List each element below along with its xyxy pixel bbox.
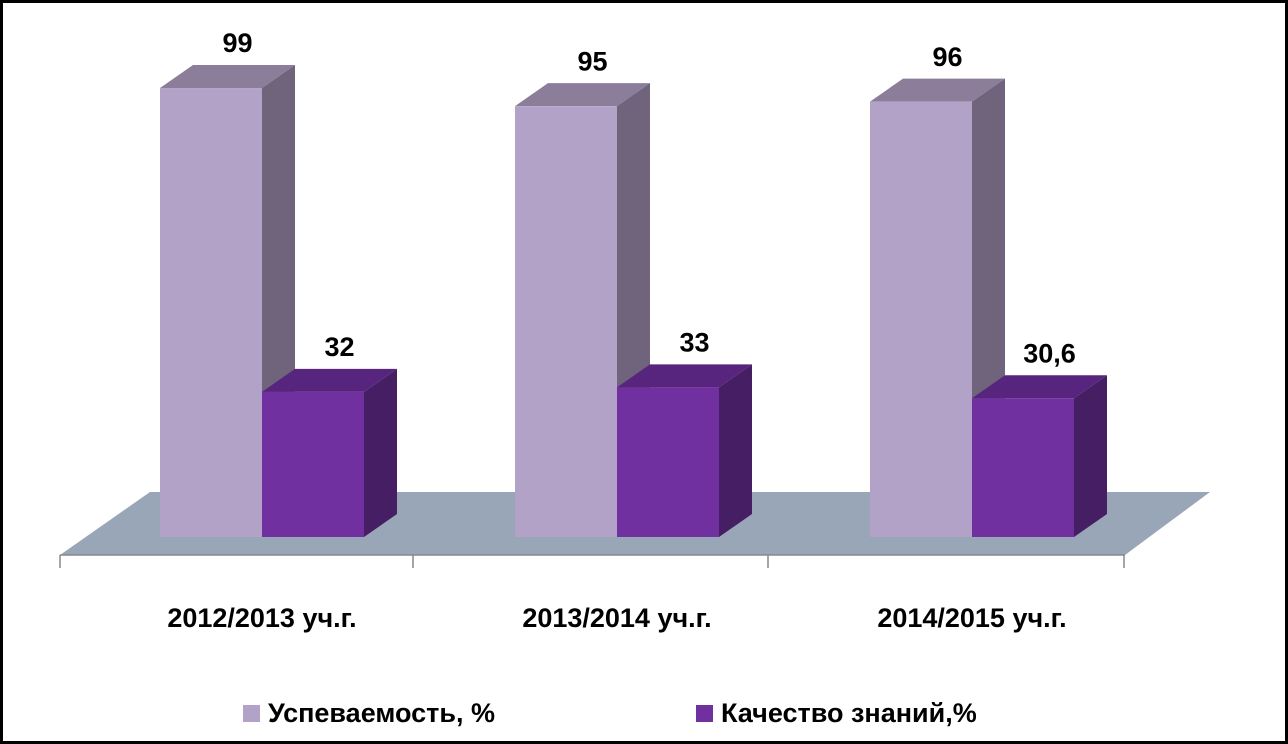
x-tick-label: 2013/2014 уч.г. (522, 603, 711, 633)
x-tick-label: 2014/2015 уч.г. (877, 603, 1066, 633)
bar-side (719, 364, 752, 537)
bar-side (1074, 375, 1107, 537)
legend-label: Качество знаний,% (721, 698, 977, 728)
bar (262, 391, 364, 537)
bar-side (364, 368, 397, 537)
data-label: 33 (679, 327, 709, 357)
bar-top (262, 368, 397, 392)
bar-top (617, 364, 752, 388)
data-label: 32 (324, 332, 354, 362)
bar-top (972, 375, 1107, 399)
data-label: 95 (577, 46, 607, 76)
bar-top (515, 83, 650, 107)
bar (972, 398, 1074, 537)
bar (160, 88, 262, 537)
legend-swatch (696, 705, 713, 722)
data-label: 30,6 (1023, 338, 1076, 368)
data-label: 96 (932, 42, 962, 72)
bar (870, 101, 972, 537)
data-label: 99 (222, 28, 252, 58)
bar (617, 387, 719, 537)
bar-top (160, 65, 295, 89)
legend-label: Успеваемость, % (268, 698, 495, 728)
bar (515, 106, 617, 538)
x-tick-label: 2012/2013 уч.г. (167, 603, 356, 633)
bar-top (870, 78, 1005, 102)
legend-swatch (243, 705, 260, 722)
